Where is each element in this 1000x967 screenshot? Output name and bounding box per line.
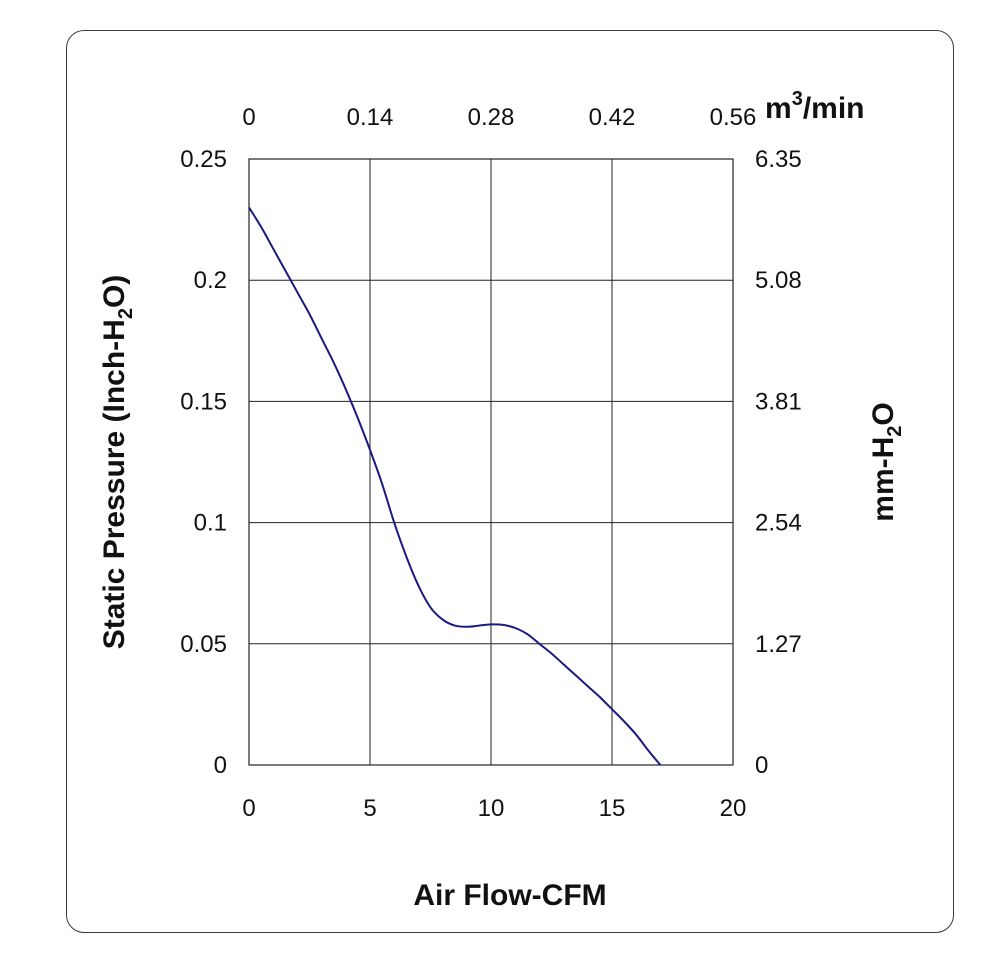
- chart-frame: [66, 30, 954, 933]
- y2-tick-label: 3.81: [755, 388, 802, 415]
- y2-tick-label: 1.27: [755, 631, 802, 658]
- grid: [249, 159, 733, 765]
- x-tick-label: 10: [478, 795, 505, 822]
- x-tick-label: 0: [242, 795, 255, 822]
- x2-axis-unit: m3/min: [765, 88, 864, 125]
- series-line: [248, 206, 662, 766]
- x2-tick-label: 0.28: [468, 104, 515, 131]
- x2-tick-label: 0.42: [589, 104, 636, 131]
- y-tick-label: 0.2: [194, 267, 227, 294]
- x2-tick-label: 0.56: [710, 104, 757, 131]
- x-axis-title: Air Flow-CFM: [413, 879, 606, 912]
- x-tick-label: 20: [720, 795, 747, 822]
- x-tick-label: 5: [363, 795, 376, 822]
- y-axis-title: Static Pressure (Inch-H2O): [98, 275, 137, 650]
- tick-labels: 0 5 10 15 20 0 0.14 0.28 0.42 0.56 0 0.05 0.1 0.15 0.2…: [180, 104, 801, 822]
- x2-tick-label: 0.14: [347, 104, 394, 131]
- y2-tick-label: 0: [755, 752, 768, 779]
- y2-axis-title: mm-H2O: [867, 402, 906, 521]
- y-tick-label: 0.1: [194, 510, 227, 537]
- y-tick-label: 0.05: [180, 631, 227, 658]
- x2-tick-label: 0: [242, 104, 255, 131]
- y2-tick-label: 6.35: [755, 146, 802, 173]
- x-tick-label: 15: [599, 795, 626, 822]
- y-tick-label: 0.25: [180, 146, 227, 173]
- y2-tick-label: 2.54: [755, 510, 802, 537]
- y-tick-label: 0: [214, 752, 227, 779]
- plot-area: [248, 158, 734, 766]
- y2-tick-label: 5.08: [755, 267, 802, 294]
- y-tick-label: 0.15: [180, 388, 227, 415]
